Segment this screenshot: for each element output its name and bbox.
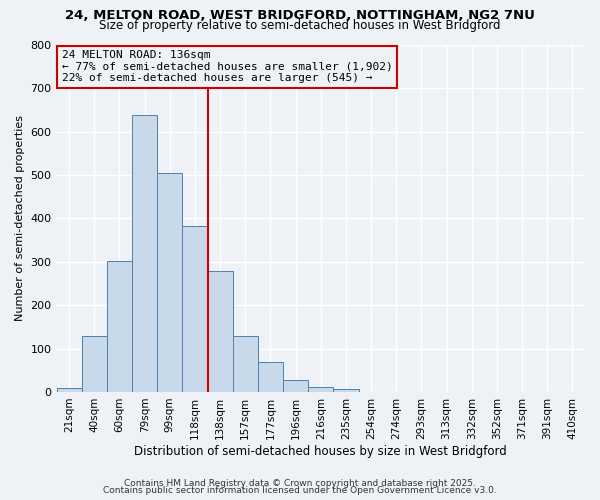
Bar (308, 387, 334, 392)
Bar (56, 388, 82, 392)
Bar (107, 261, 132, 392)
Bar (182, 226, 208, 392)
Bar (334, 389, 359, 392)
Bar (157, 174, 182, 392)
Text: 24, MELTON ROAD, WEST BRIDGFORD, NOTTINGHAM, NG2 7NU: 24, MELTON ROAD, WEST BRIDGFORD, NOTTING… (65, 9, 535, 22)
Text: Contains HM Land Registry data © Crown copyright and database right 2025.: Contains HM Land Registry data © Crown c… (124, 478, 476, 488)
Bar (233, 336, 258, 392)
Bar (258, 362, 283, 392)
Y-axis label: Number of semi-detached properties: Number of semi-detached properties (15, 116, 25, 322)
Bar (283, 380, 308, 392)
Bar (82, 336, 107, 392)
Text: 24 MELTON ROAD: 136sqm
← 77% of semi-detached houses are smaller (1,902)
22% of : 24 MELTON ROAD: 136sqm ← 77% of semi-det… (62, 50, 392, 84)
Text: Size of property relative to semi-detached houses in West Bridgford: Size of property relative to semi-detach… (99, 19, 501, 32)
Text: Contains public sector information licensed under the Open Government Licence v3: Contains public sector information licen… (103, 486, 497, 495)
Bar (208, 270, 233, 392)
X-axis label: Distribution of semi-detached houses by size in West Bridgford: Distribution of semi-detached houses by … (134, 444, 507, 458)
Bar (132, 116, 157, 392)
